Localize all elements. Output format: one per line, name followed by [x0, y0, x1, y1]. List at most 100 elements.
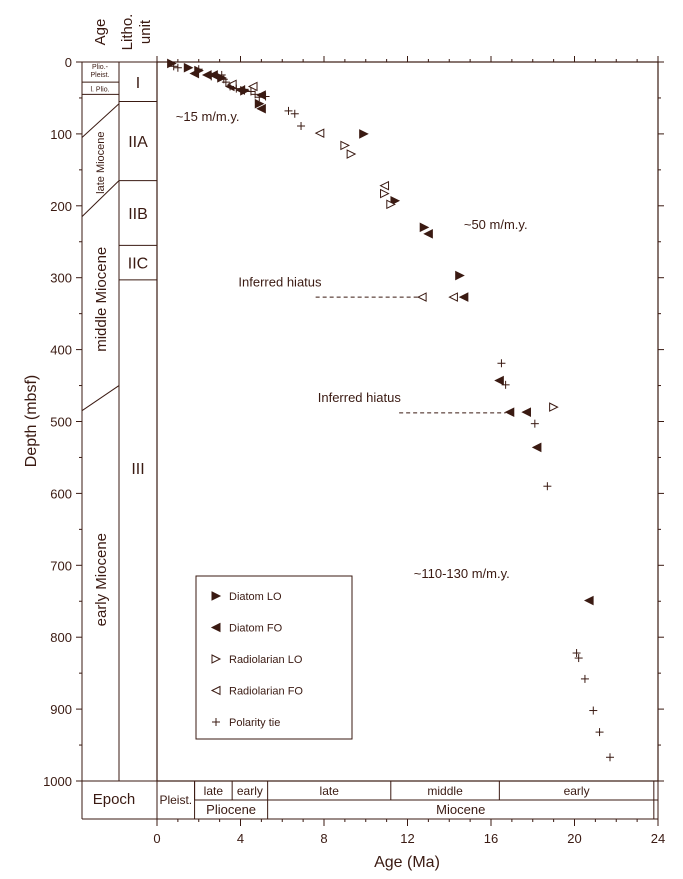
- diatom-lo-point: [419, 222, 430, 233]
- polarity-tie-point: [589, 706, 598, 715]
- diatom-fo-point: [189, 68, 200, 79]
- age-unit-label: early Miocene: [93, 533, 110, 626]
- diatom-fo-point: [504, 407, 515, 417]
- radiolarian-lo-point: [386, 199, 396, 210]
- radiolarian-fo-point: [247, 81, 258, 92]
- litho-units: I IIA IIB IIC III: [119, 75, 157, 478]
- polarity-tie-point: [501, 380, 510, 389]
- radiolarian-fo-point: [416, 292, 427, 302]
- y-axis: 0 100 200 300 400 500 600 700 800 900 1000: [43, 55, 664, 789]
- polarity-tie-point: [595, 728, 604, 737]
- epoch-label: Pliocene: [206, 802, 256, 817]
- radiolarian-lo-point: [549, 402, 559, 412]
- legend-box: [195, 575, 353, 740]
- annotation-text: Inferred hiatus: [238, 274, 322, 289]
- x-tick-label: 4: [237, 831, 244, 846]
- legend-marker: [212, 718, 220, 726]
- x-tick-label: 24: [651, 831, 665, 846]
- diatom-lo-point: [183, 62, 194, 73]
- diatom-lo-point: [167, 58, 177, 69]
- legend-marker: [210, 622, 221, 633]
- epoch-column-header: Epoch: [93, 791, 136, 808]
- subepoch-label: early: [237, 784, 263, 798]
- annotation-text: Inferred hiatus: [318, 390, 402, 405]
- legend-label: Radiolarian LO: [229, 654, 303, 666]
- litho-column-header-line2: unit: [137, 19, 154, 44]
- age-boundary: [81, 385, 120, 412]
- y-tick-label: 900: [50, 702, 72, 717]
- annotation-text: ~50 m/m.y.: [464, 217, 528, 232]
- subepoch-label: middle: [427, 784, 463, 798]
- column-headers: Age Litho. unit Epoch: [92, 14, 154, 808]
- diatom-fo-point: [494, 375, 504, 386]
- litho-unit-label: IIC: [128, 256, 148, 273]
- subepoch-label: late: [320, 784, 340, 798]
- litho-unit-label: IIA: [128, 134, 148, 151]
- subepoch-label: Pleist.: [159, 793, 192, 807]
- hiatus-lines: [315, 296, 506, 414]
- polarity-tie-point: [169, 62, 178, 71]
- chart-frame: [81, 61, 659, 820]
- age-unit-label: Plio.-: [92, 64, 109, 71]
- diatom-fo-point: [531, 442, 542, 453]
- polarity-tie-point: [226, 82, 235, 91]
- polarity-tie-point: [221, 78, 230, 87]
- diatom-fo-point: [458, 292, 469, 302]
- diatom-fo-point: [208, 70, 218, 80]
- diatom-lo-point: [455, 270, 465, 281]
- age-column-header: Age: [92, 19, 109, 46]
- x-tick-label: 0: [153, 831, 160, 846]
- polarity-tie-point: [290, 109, 299, 118]
- x-axis: 0 4 8 12 16 20 24: [153, 56, 665, 846]
- legend-label: Diatom LO: [229, 591, 282, 603]
- y-tick-label: 800: [50, 630, 72, 645]
- legend-marker: [211, 591, 222, 601]
- polarity-tie-point: [543, 482, 552, 491]
- age-unit-label: late Miocene: [95, 131, 107, 193]
- litho-unit-label: IIB: [128, 206, 148, 223]
- annotations: ~15 m/m.y. ~50 m/m.y. ~110-130 m/m.y. Infer…: [176, 109, 528, 581]
- legend-label: Polarity tie: [229, 717, 280, 729]
- age-unit-label: Pleist.: [90, 72, 109, 79]
- radiolarian-lo-point: [380, 188, 390, 199]
- radiolarian-lo-point: [340, 140, 350, 151]
- polarity-tie-point: [297, 121, 306, 130]
- litho-column-header-line1: Litho.: [119, 14, 136, 51]
- data-points: [167, 58, 614, 762]
- age-boundary: [81, 180, 120, 217]
- y-tick-label: 0: [65, 55, 72, 70]
- polarity-tie-point: [497, 359, 506, 368]
- diatom-fo-point: [521, 407, 531, 417]
- polarity-tie-point: [194, 65, 203, 74]
- diatom-fo-point: [583, 595, 594, 606]
- x-axis-label: Age (Ma): [374, 854, 440, 871]
- y-tick-label: 700: [50, 558, 72, 573]
- polarity-tie-point: [580, 674, 589, 683]
- y-tick-label: 1000: [43, 774, 72, 789]
- legend-marker: [211, 654, 222, 664]
- legend-marker: [210, 685, 221, 696]
- diatom-fo-point: [256, 90, 266, 100]
- epoch-bar: Pleist. late early late middle early Pliocene M…: [159, 781, 658, 819]
- x-tick-label: 12: [400, 831, 414, 846]
- polarity-tie-point: [574, 654, 583, 663]
- polarity-tie-point: [232, 84, 241, 93]
- radiolarian-fo-point: [379, 180, 390, 191]
- legend-label: Diatom FO: [229, 623, 283, 635]
- x-tick-label: 8: [320, 831, 327, 846]
- annotation-text: ~110-130 m/m.y.: [414, 566, 510, 581]
- subepoch-label: late: [204, 784, 224, 798]
- x-tick-label: 16: [484, 831, 498, 846]
- litho-unit-label: III: [131, 461, 144, 478]
- polarity-tie-point: [530, 419, 539, 428]
- age-unit-label: l. Plio.: [90, 86, 109, 93]
- polarity-tie-point: [251, 90, 260, 99]
- age-units: Plio.-Pleist. l. Plio. late Miocene middle …: [81, 64, 120, 626]
- y-tick-label: 300: [50, 271, 72, 286]
- polarity-tie-point: [217, 70, 226, 79]
- polarity-tie-point: [284, 106, 293, 115]
- annotation-text: ~15 m/m.y.: [176, 109, 240, 124]
- epoch-label: Miocene: [436, 802, 485, 817]
- y-tick-label: 100: [50, 127, 72, 142]
